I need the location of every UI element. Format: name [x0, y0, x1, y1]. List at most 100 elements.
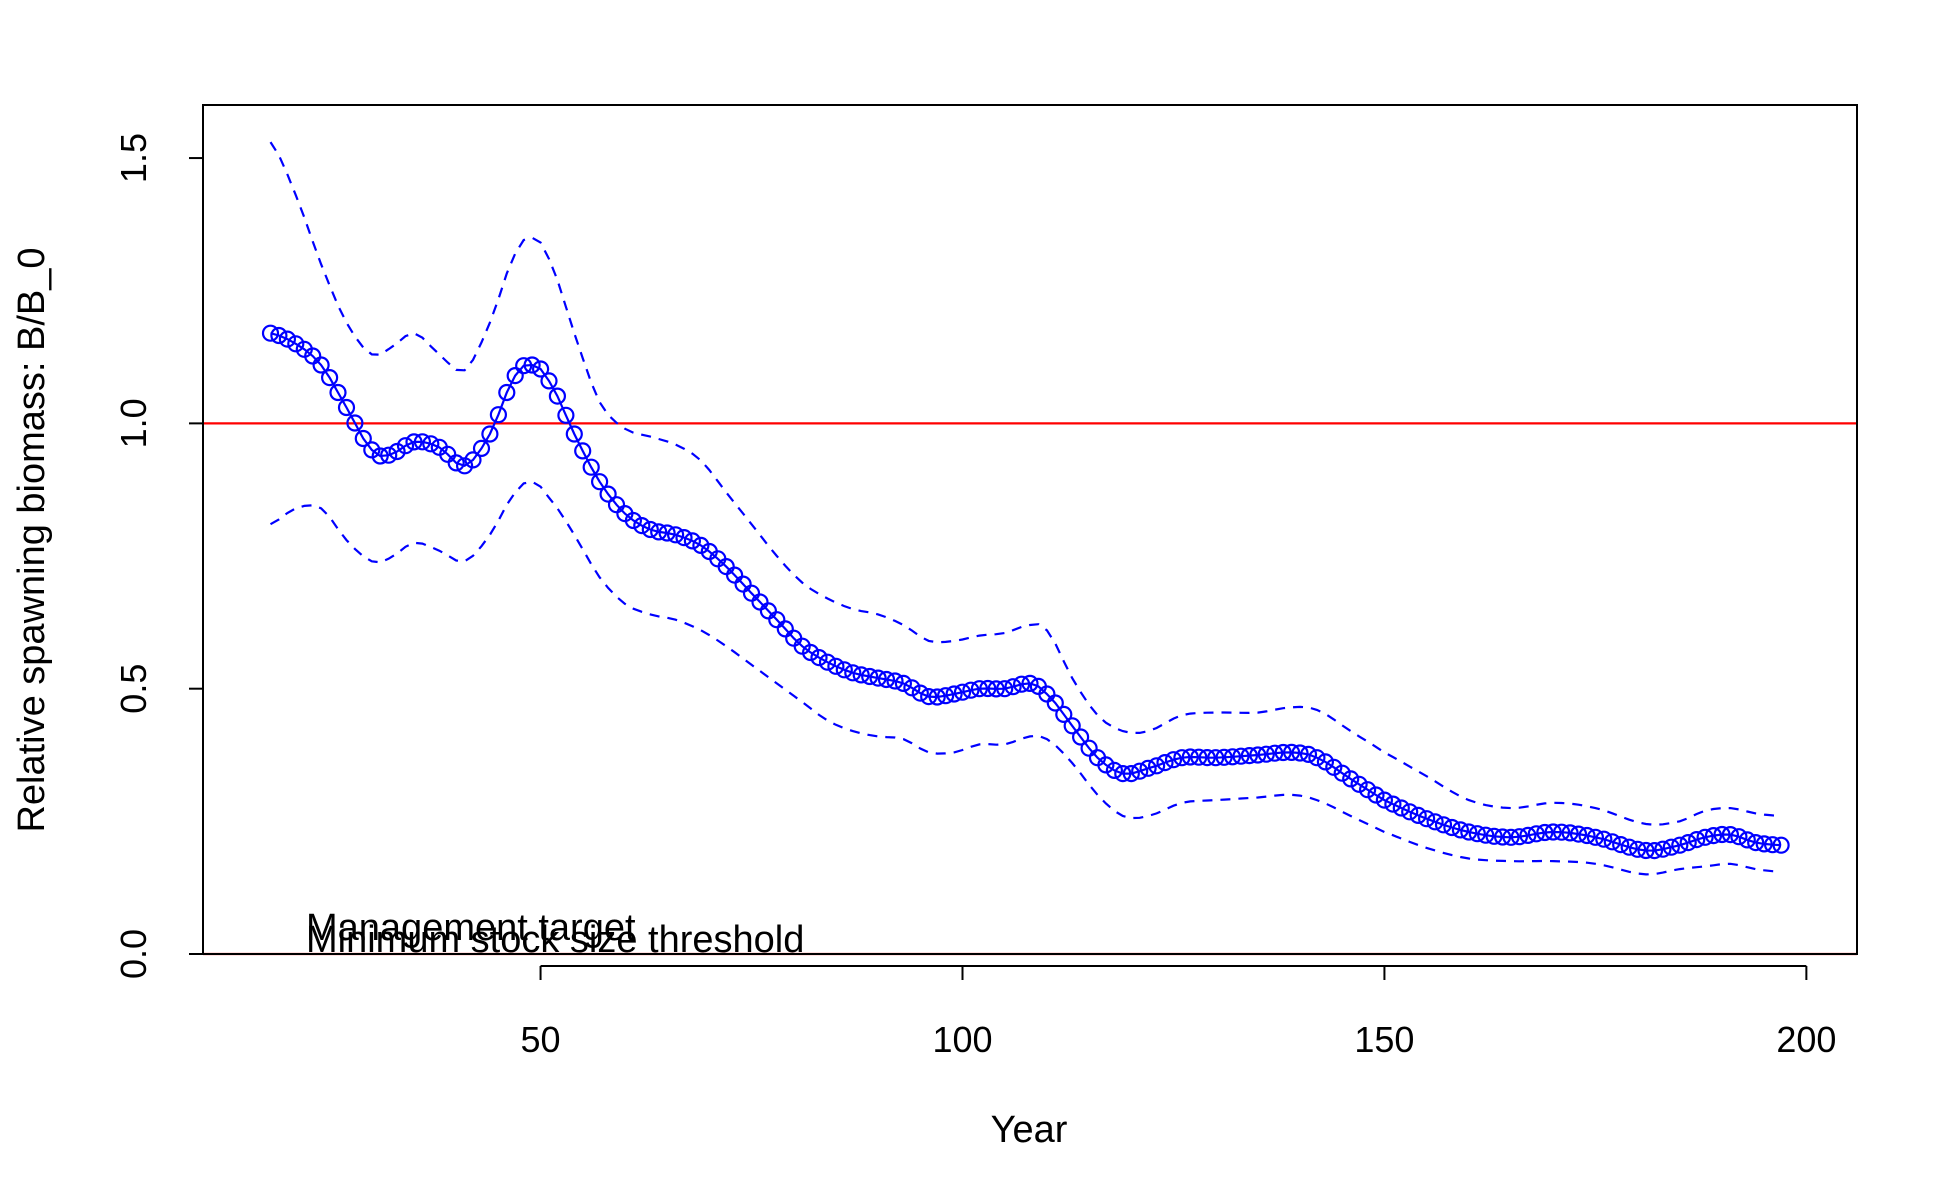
estimate-point — [810, 648, 828, 667]
estimate-point — [962, 681, 980, 699]
estimate-point — [531, 360, 550, 378]
estimate-point — [1620, 838, 1638, 856]
estimate-point — [633, 516, 651, 535]
estimate-point — [1536, 823, 1554, 842]
estimate-point — [844, 664, 862, 682]
estimate-point — [321, 369, 339, 387]
estimate-point — [548, 387, 567, 405]
estimate-point — [498, 383, 516, 402]
estimate-point — [1249, 746, 1267, 764]
estimate-point — [1493, 828, 1512, 846]
estimate-point — [801, 643, 820, 662]
estimate-point — [1434, 816, 1453, 834]
estimate-point — [515, 357, 533, 375]
y-tick-label: 0.5 — [113, 664, 154, 714]
estimate-point — [1409, 806, 1427, 825]
estimate-point — [1721, 825, 1740, 844]
estimate-point — [1139, 759, 1157, 777]
estimate-point — [329, 383, 347, 402]
estimate-point — [565, 425, 583, 443]
estimate-point — [658, 524, 676, 542]
estimate-point — [928, 688, 946, 706]
estimate-point — [1552, 823, 1571, 841]
estimate-point — [413, 433, 431, 451]
estimate-point — [1223, 748, 1242, 766]
estimate-point — [1730, 828, 1748, 846]
estimate-point — [1063, 717, 1081, 735]
estimate-point — [1603, 833, 1621, 851]
estimate-point — [1763, 836, 1782, 854]
estimate-point — [1071, 728, 1090, 746]
estimate-point — [1299, 745, 1318, 764]
estimate-point — [877, 670, 896, 689]
estimate-point — [312, 356, 330, 374]
estimate-point — [641, 520, 659, 539]
x-tick-label: 200 — [1776, 1019, 1836, 1060]
estimate-point — [464, 451, 482, 469]
reference-label-2: Minimum stock size threshold — [306, 919, 804, 961]
upper-bound-line — [269, 141, 1782, 826]
estimate-point — [1350, 775, 1368, 793]
estimate-point — [818, 653, 837, 671]
estimate-point — [1662, 838, 1680, 856]
estimate-point — [422, 435, 440, 453]
estimate-point — [768, 611, 786, 629]
x-tick-label: 50 — [521, 1019, 561, 1060]
estimate-point — [852, 666, 870, 684]
x-axis-label: Year — [991, 1109, 1068, 1151]
estimate-point — [1755, 835, 1773, 853]
estimate-point — [346, 414, 364, 432]
estimate-point — [1342, 770, 1360, 788]
estimate-point — [574, 442, 592, 460]
estimate-point — [1628, 840, 1647, 858]
estimate-point — [582, 458, 600, 476]
estimate-points — [261, 324, 1790, 860]
estimate-point — [920, 687, 938, 706]
estimate-point — [1190, 748, 1208, 766]
estimate-point — [287, 335, 305, 353]
y-tick-label: 0.0 — [113, 929, 154, 979]
estimate-point — [1156, 753, 1174, 772]
estimate-point — [1097, 756, 1115, 774]
estimate-point — [1704, 826, 1723, 845]
estimate-point — [1274, 743, 1292, 762]
estimate-point — [1679, 833, 1697, 852]
estimate-point — [506, 367, 524, 385]
estimate-point — [1747, 833, 1765, 852]
estimate-point — [1671, 836, 1689, 854]
estimate-point — [624, 511, 643, 530]
estimate-point — [1291, 744, 1309, 762]
y-tick-label: 1.5 — [113, 133, 154, 183]
estimate-point — [380, 446, 398, 464]
y-axis: 0.0 0.5 1.0 1.5 — [113, 133, 204, 979]
estimate-point — [827, 657, 845, 675]
estimate-point — [1181, 748, 1199, 766]
estimate-point — [1485, 827, 1503, 845]
estimate-point — [1426, 813, 1444, 831]
estimate-point — [1502, 828, 1520, 846]
estimate-point — [1645, 841, 1664, 860]
estimate-point — [1147, 757, 1166, 775]
estimate-point — [1308, 749, 1326, 767]
estimate-point — [1114, 764, 1132, 783]
estimate-point — [261, 324, 280, 342]
estimate-point — [835, 661, 853, 679]
estimate-point — [911, 684, 929, 702]
estimate-point — [1131, 762, 1149, 780]
estimate-point — [1578, 826, 1596, 845]
estimate-point — [1772, 836, 1790, 854]
estimate-point — [1738, 831, 1756, 849]
estimate-point — [650, 523, 668, 541]
y-axis-label: Relative spawning biomass: B/B_0 — [11, 247, 53, 832]
estimate-point — [1544, 823, 1562, 841]
estimate-point — [1004, 678, 1022, 696]
estimate-point — [936, 687, 955, 705]
estimate-point — [371, 447, 389, 465]
estimate-point — [1595, 830, 1613, 848]
estimate-point — [1333, 764, 1351, 782]
estimate-point — [1468, 825, 1486, 843]
x-tick-label: 150 — [1354, 1019, 1414, 1060]
estimate-point — [540, 372, 558, 390]
estimate-point — [1122, 764, 1140, 783]
